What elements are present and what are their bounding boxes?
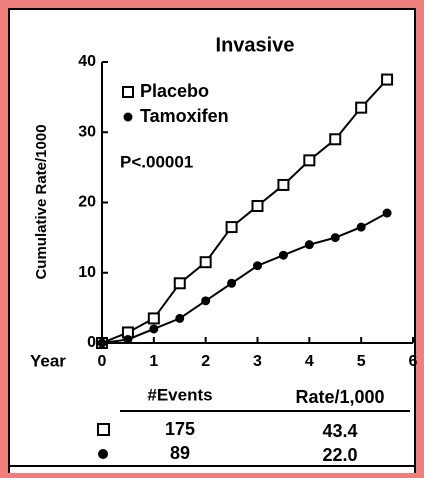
x-tick-label: 3	[253, 353, 262, 370]
row-symbol	[97, 423, 110, 436]
marker	[330, 233, 340, 243]
table-header: Rate/1,000	[295, 387, 384, 407]
marker	[227, 278, 237, 288]
chart-title: Invasive	[216, 34, 295, 56]
table-cell: 175	[165, 419, 195, 439]
marker	[382, 208, 392, 218]
marker	[97, 338, 107, 348]
x-tick-label: 0	[98, 353, 107, 370]
y-tick-label: 30	[78, 123, 96, 140]
marker	[123, 334, 133, 344]
marker	[356, 222, 366, 232]
marker	[201, 296, 211, 306]
marker	[225, 221, 238, 234]
x-tick-label: 5	[357, 353, 366, 370]
y-tick-label: 20	[78, 194, 96, 211]
marker	[199, 256, 212, 269]
x-tick-label: 4	[305, 353, 314, 370]
marker	[381, 73, 394, 86]
marker	[251, 200, 264, 213]
panel	[8, 8, 416, 478]
marker	[175, 313, 185, 323]
marker	[277, 178, 290, 191]
series-line	[101, 212, 388, 344]
marker	[147, 312, 160, 325]
table-header: #Events	[147, 385, 212, 404]
x-tick-label: 2	[201, 353, 210, 370]
legend-marker	[122, 86, 134, 98]
marker	[278, 250, 288, 260]
y-axis-label: Cumulative Rate/1000	[33, 124, 50, 279]
marker	[329, 133, 342, 146]
legend-marker	[123, 112, 133, 122]
marker	[303, 154, 316, 167]
row-symbol	[98, 449, 108, 459]
x-axis-label: Year	[30, 351, 66, 370]
legend-label: Tamoxifen	[140, 106, 229, 126]
annotation: P<.00001	[120, 152, 193, 171]
marker	[355, 101, 368, 114]
table-cell: 43.4	[322, 421, 357, 441]
marker	[149, 324, 159, 334]
y-tick-label: 10	[78, 264, 96, 281]
legend-label: Placebo	[140, 81, 209, 101]
y-tick-label: 40	[78, 53, 96, 70]
table-cell: 89	[170, 443, 190, 463]
x-tick-label: 1	[149, 353, 158, 370]
marker	[173, 277, 186, 290]
table-cell: 22.0	[322, 445, 357, 465]
x-tick-label: 6	[409, 353, 418, 370]
marker	[304, 240, 314, 250]
marker	[253, 261, 262, 271]
y-tick-label: 0	[87, 334, 96, 351]
